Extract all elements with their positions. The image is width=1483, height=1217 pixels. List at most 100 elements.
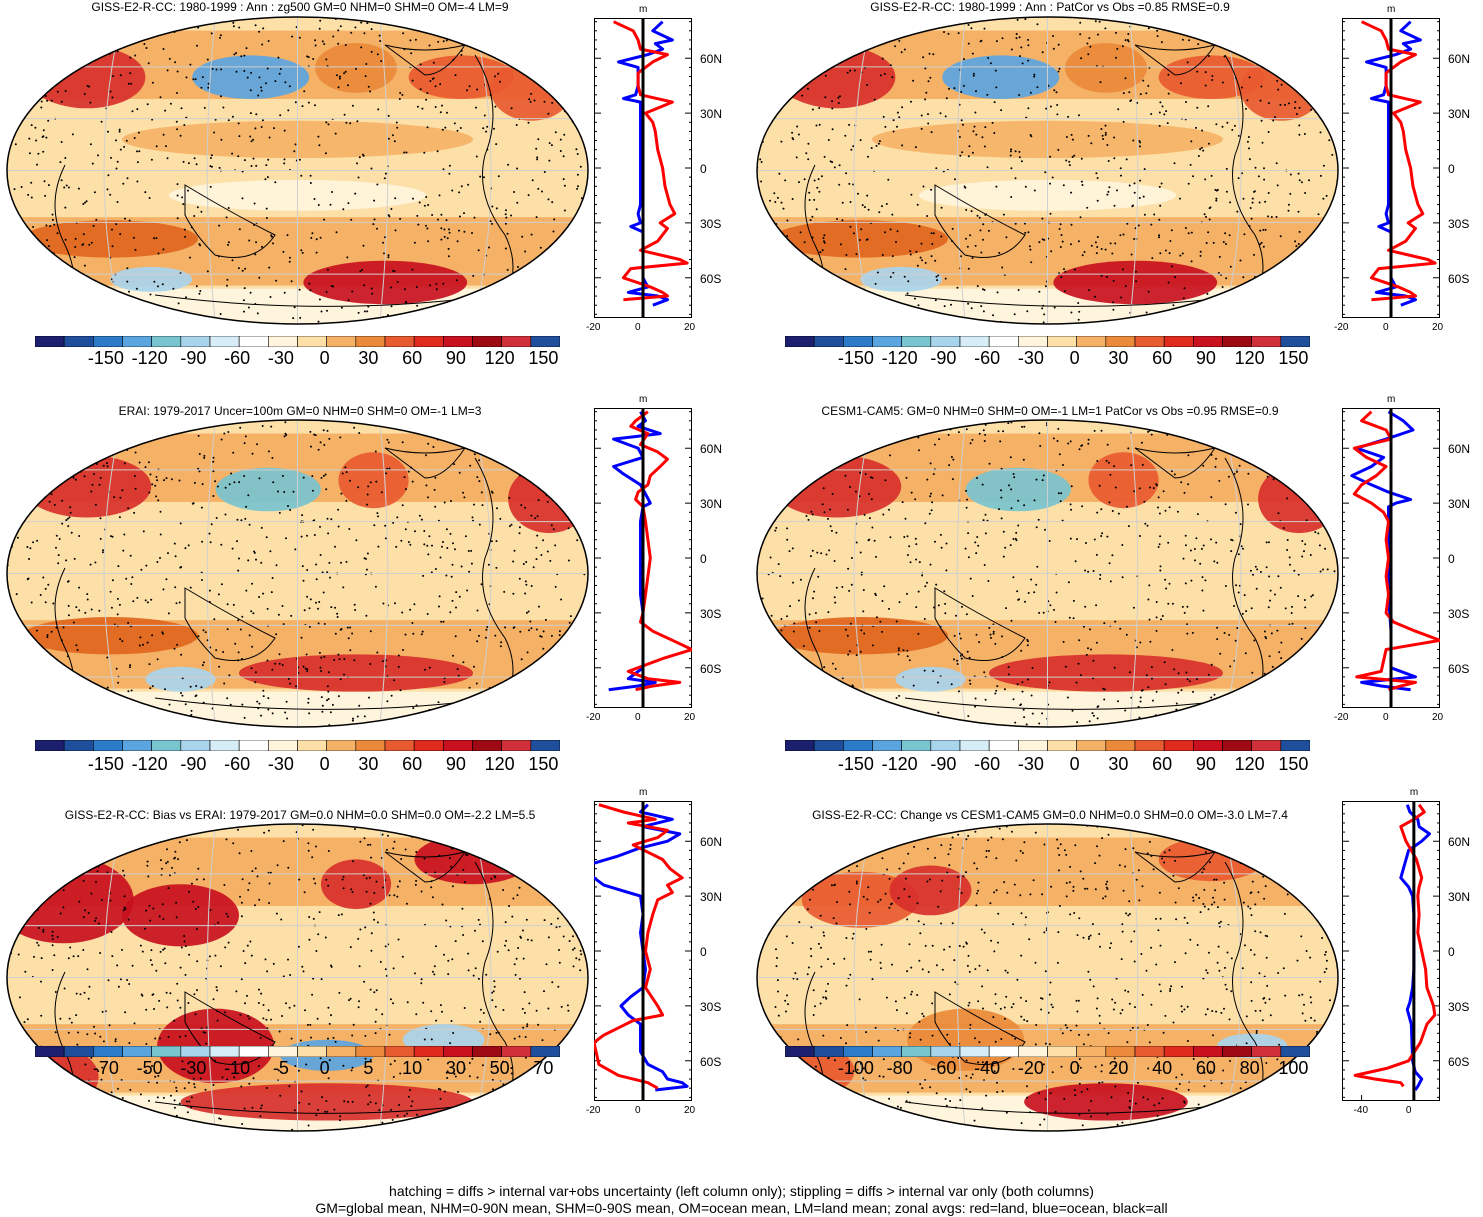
colorbar-swatch: [151, 1046, 182, 1057]
map-plot-2: [756, 16, 1339, 325]
colorbar-tick-label: -100: [837, 1058, 874, 1078]
colorbar-swatch: [1134, 740, 1165, 751]
zonal-land-line: [1360, 20, 1437, 302]
colorbar-swatch: [63, 740, 94, 751]
colorbar-swatch: [238, 740, 269, 751]
colorbar-swatch: [1076, 336, 1107, 347]
colorbar-swatch: [268, 336, 298, 347]
anomaly-patch: [1088, 452, 1159, 509]
colorbar-swatch: [238, 336, 269, 347]
zonal-y-tick-label: 30S: [1448, 216, 1470, 231]
colorbar-swatch: [1251, 740, 1282, 751]
zonal-y-tick-label: 60N: [700, 442, 723, 457]
colorbar-tick-label: 150: [1278, 754, 1309, 774]
anomaly-patch: [315, 42, 397, 93]
colorbar-tick-label: 20: [1108, 1058, 1129, 1078]
colorbar-tick-label: -90: [930, 348, 957, 368]
colorbar-5: [35, 1046, 560, 1057]
colorbar-swatch: [326, 1046, 357, 1057]
colorbar-tick-label: 60: [402, 754, 423, 774]
zonal-y-tick-label: 0: [700, 162, 707, 176]
anomaly-patch: [772, 617, 949, 655]
zonal-land-line: [1352, 410, 1440, 692]
colorbar-tick-label: 90: [1195, 348, 1216, 368]
colorbar-3: [35, 740, 560, 751]
colorbar-swatch: [384, 740, 415, 751]
colorbar-swatch: [813, 1046, 844, 1057]
zonal-x-tick-label: 20: [684, 322, 696, 333]
colorbar-swatch: [1018, 1046, 1048, 1057]
colorbar-swatch: [355, 336, 386, 347]
zonal-x-tick-label: 0: [1383, 712, 1389, 723]
anomaly-patch: [1024, 1083, 1188, 1121]
colorbar-tick-label: -70: [92, 1058, 119, 1078]
colorbar-swatch: [1163, 336, 1194, 347]
colorbar-swatch: [959, 1046, 990, 1057]
colorbar-swatch: [1280, 1046, 1310, 1057]
colorbar-tick-label: -5: [272, 1058, 289, 1078]
colorbar-tick-label: -30: [267, 754, 294, 774]
colorbar-swatch: [443, 336, 473, 347]
colorbar-tick-label: 90: [445, 348, 466, 368]
anomaly-patch: [145, 666, 216, 692]
colorbar-swatch: [93, 336, 123, 347]
colorbar-swatch: [501, 1046, 532, 1057]
zonal-y-tick-label: 30N: [1448, 497, 1471, 512]
anomaly-patch: [1240, 58, 1323, 121]
colorbar-swatch: [297, 740, 327, 751]
zonal-x-tick-label: 0: [635, 712, 641, 723]
colorbar-swatch: [238, 1046, 269, 1057]
colorbar-tick-label: -90: [930, 754, 957, 774]
zonal-y-tick-label: 60S: [1448, 661, 1470, 676]
colorbar-swatch: [63, 336, 94, 347]
colorbar-tick-label: 0: [1069, 1058, 1080, 1078]
colorbar-swatch: [122, 740, 152, 751]
zonal-x-tick-label: 0: [635, 1105, 641, 1116]
colorbar-tick-label: 0: [319, 1058, 330, 1078]
colorbar-tick-label: 80: [1239, 1058, 1260, 1078]
zonal-y-tick-label: 30S: [1448, 999, 1470, 1014]
colorbar-tick-label: -30: [267, 348, 294, 368]
zonal-land-line: [612, 20, 689, 302]
zonal-y-tick-label: 60S: [700, 271, 722, 286]
colorbar-tick-label: 0: [1069, 754, 1080, 774]
colorbar-tick-label: -60: [224, 754, 251, 774]
footer-line-2: GM=global mean, NHM=0-90N mean, SHM=0-90…: [315, 1200, 1168, 1216]
map-plot-3: [6, 419, 589, 728]
zonal-y-tick-label: 30N: [700, 890, 723, 905]
colorbar-swatch: [1047, 1046, 1077, 1057]
anomaly-patch: [907, 1008, 1025, 1071]
colorbar-tick-label: 120: [1234, 348, 1265, 368]
map-title-2: GISS-E2-R-CC: 1980-1999 : Ann : PatCor v…: [870, 0, 1230, 14]
colorbar-swatch: [1076, 740, 1107, 751]
zonal-y-tick-label: 60S: [700, 661, 722, 676]
zonal-average-plot-4: m -20 0 20 60N 30N 0 30S 60S: [1334, 394, 1483, 748]
map-title-3: ERAI: 1979-2017 Uncer=100m GM=0 NHM=0 SH…: [118, 404, 482, 418]
map-title-6: GISS-E2-R-CC: Change vs CESM1-CAM5 GM=0.…: [812, 808, 1288, 822]
colorbar-tick-label: 100: [1278, 1058, 1309, 1078]
zonal-average-plot-1: m -20 0 20 60N 30N 0 30S 60S: [586, 4, 744, 358]
colorbar-swatch: [180, 740, 211, 751]
zonal-x-tick-label: 20: [1432, 322, 1444, 333]
colorbar-swatch: [1047, 336, 1077, 347]
colorbar-swatch: [1047, 740, 1077, 751]
map-plot-1: [6, 16, 589, 325]
anomaly-patch: [110, 266, 193, 292]
colorbar-swatch: [1105, 740, 1136, 751]
colorbar-tick-label: 150: [528, 754, 559, 774]
colorbar-swatch: [268, 740, 298, 751]
zonal-y-tick-label: 60S: [1448, 271, 1470, 286]
anomaly-patch: [1158, 55, 1264, 99]
colorbar-swatch: [122, 1046, 152, 1057]
zonal-unit-label: m: [639, 787, 648, 798]
anomaly-patch: [320, 859, 392, 910]
zonal-unit-label: m: [639, 394, 648, 405]
colorbar-swatch: [1251, 1046, 1282, 1057]
colorbar-tick-label: -120: [881, 754, 918, 774]
anomaly-patch: [338, 452, 409, 509]
colorbar-tick-label: 150: [528, 348, 559, 368]
zonal-x-tick-label: 20: [684, 712, 696, 723]
zonal-x-tick-label: -20: [586, 1105, 601, 1116]
colorbar-tick-label: 120: [484, 754, 515, 774]
zonal-y-tick-label: 60N: [1448, 442, 1471, 457]
